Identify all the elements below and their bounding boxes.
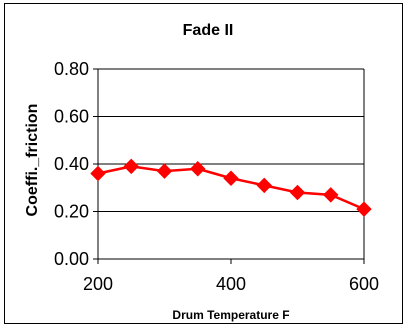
data-point-2 [156,163,173,179]
data-point-4 [223,170,239,186]
x-tick-label-1: 400 [216,274,246,294]
data-point-7 [323,187,339,203]
data-point-6 [289,184,306,201]
y-tick-label-2: 0.40 [54,154,89,174]
y-tick-label-4: 0.80 [54,59,89,79]
data-point-5 [256,177,272,194]
data-point-3 [190,161,206,177]
chart-title: Fade II [183,22,234,39]
y-tick-label-0: 0.00 [54,249,89,269]
y-axis-label: Coeffi._friction [24,104,41,217]
x-axis-label: Drum Temperature F [172,308,289,322]
data-point-0 [90,165,106,182]
y-tick-label-3: 0.60 [54,107,89,127]
data-point-8 [356,201,372,217]
x-tick-label-2: 600 [349,274,379,294]
x-tick-label-0: 200 [83,274,113,294]
data-point-1 [123,158,139,175]
y-tick-label-1: 0.20 [54,202,89,222]
